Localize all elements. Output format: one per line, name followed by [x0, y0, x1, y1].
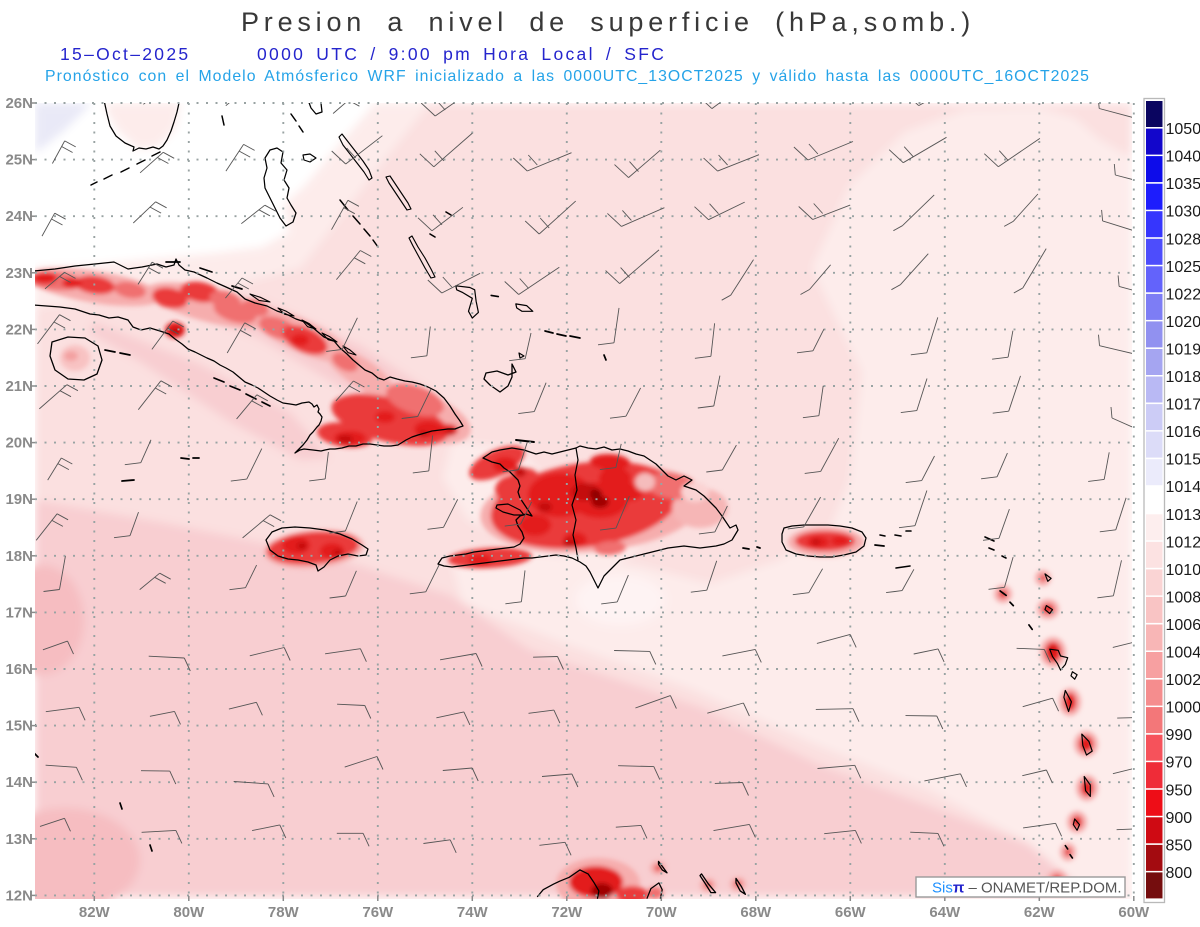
svg-text:1020: 1020: [1166, 314, 1200, 331]
svg-text:62W: 62W: [1024, 904, 1056, 921]
svg-text:21N: 21N: [5, 378, 33, 395]
svg-text:18N: 18N: [5, 548, 33, 565]
svg-text:1012: 1012: [1166, 534, 1200, 551]
svg-text:66W: 66W: [835, 904, 867, 921]
svg-text:Presion a nivel de superficie: Presion a nivel de superficie (hPa,somb.…: [241, 7, 975, 37]
svg-text:1013: 1013: [1166, 507, 1200, 524]
svg-text:990: 990: [1166, 727, 1193, 744]
svg-text:80W: 80W: [173, 904, 205, 921]
svg-text:1028: 1028: [1166, 231, 1200, 248]
svg-text:970: 970: [1166, 755, 1193, 772]
svg-text:1050: 1050: [1166, 121, 1200, 138]
svg-text:20N: 20N: [5, 435, 33, 452]
svg-text:17N: 17N: [5, 604, 33, 621]
svg-text:14N: 14N: [5, 774, 33, 791]
svg-text:19N: 19N: [5, 491, 33, 508]
svg-text:Pronóstico con el Modelo Atmós: Pronóstico con el Modelo Atmósferico WRF…: [45, 68, 1090, 85]
svg-text:23N: 23N: [5, 265, 33, 282]
svg-text:74W: 74W: [457, 904, 489, 921]
svg-text:12N: 12N: [5, 887, 33, 904]
svg-text:78W: 78W: [268, 904, 300, 921]
svg-text:800: 800: [1166, 865, 1193, 882]
svg-text:13N: 13N: [5, 831, 33, 848]
svg-text:1019: 1019: [1166, 342, 1200, 359]
svg-text:15N: 15N: [5, 718, 33, 735]
svg-text:1000: 1000: [1166, 700, 1200, 717]
svg-text:900: 900: [1166, 810, 1193, 827]
svg-text:72W: 72W: [551, 904, 583, 921]
svg-text:1010: 1010: [1166, 562, 1200, 579]
svg-text:1015: 1015: [1166, 452, 1200, 469]
svg-text:Sisπ – ONAMET/REP.DOM.: Sisπ – ONAMET/REP.DOM.: [932, 880, 1122, 897]
svg-text:68W: 68W: [740, 904, 772, 921]
svg-text:1018: 1018: [1166, 369, 1200, 386]
svg-text:850: 850: [1166, 837, 1193, 854]
svg-text:60W: 60W: [1118, 904, 1150, 921]
svg-text:1004: 1004: [1166, 645, 1200, 662]
svg-text:24N: 24N: [5, 208, 33, 225]
svg-text:1017: 1017: [1166, 397, 1200, 414]
svg-text:1006: 1006: [1166, 617, 1200, 634]
svg-text:25N: 25N: [5, 152, 33, 169]
svg-text:1030: 1030: [1166, 204, 1200, 221]
svg-text:950: 950: [1166, 782, 1193, 799]
svg-text:1040: 1040: [1166, 149, 1200, 166]
svg-text:76W: 76W: [362, 904, 394, 921]
svg-text:1008: 1008: [1166, 589, 1200, 606]
svg-text:22N: 22N: [5, 321, 33, 338]
svg-text:1002: 1002: [1166, 672, 1200, 689]
svg-text:1035: 1035: [1166, 176, 1200, 193]
svg-text:1016: 1016: [1166, 424, 1200, 441]
svg-text:26N: 26N: [5, 95, 33, 112]
svg-text:64W: 64W: [929, 904, 961, 921]
svg-text:82W: 82W: [79, 904, 111, 921]
svg-text:70W: 70W: [646, 904, 678, 921]
svg-text:1025: 1025: [1166, 259, 1200, 276]
svg-text:0000 UTC / 9:00 pm Hora Local: 0000 UTC / 9:00 pm Hora Local / SFC: [257, 44, 666, 64]
svg-text:16N: 16N: [5, 661, 33, 678]
svg-text:1014: 1014: [1166, 479, 1200, 496]
svg-text:15–Oct–2025: 15–Oct–2025: [60, 44, 190, 64]
svg-text:1022: 1022: [1166, 286, 1200, 303]
